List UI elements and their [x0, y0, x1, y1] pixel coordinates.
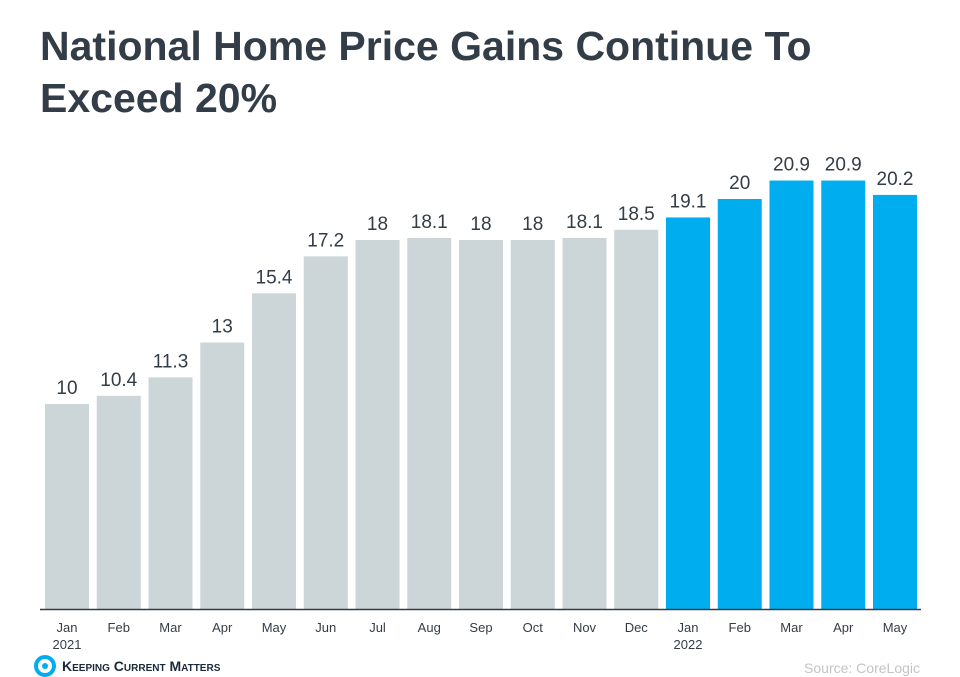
data-label: 18: [470, 214, 491, 235]
data-label: 11.3: [153, 351, 189, 372]
x-tick-label: Nov: [573, 620, 597, 635]
brand-logo: Keeping Current Matters: [34, 655, 220, 677]
bar: [666, 217, 710, 609]
bar: [303, 256, 348, 609]
data-label: 10.4: [100, 370, 137, 391]
data-label: 13: [212, 317, 233, 338]
bar: [96, 395, 141, 609]
bar: [562, 237, 607, 609]
bar: [148, 377, 193, 609]
data-label: 18.5: [618, 204, 655, 225]
x-tick-label: May: [883, 620, 908, 635]
data-label: 20.2: [877, 169, 914, 190]
chart-title: National Home Price Gains Continue To Ex…: [40, 23, 812, 121]
data-label: 19.1: [670, 191, 707, 212]
bar: [510, 240, 555, 609]
x-tick-label: Feb: [729, 620, 751, 635]
x-tick-label: Sep: [469, 620, 492, 635]
data-label: 18.1: [411, 212, 448, 233]
data-label: 20.9: [773, 155, 810, 176]
x-tick-label: May: [262, 620, 287, 635]
data-label: 18: [522, 214, 543, 235]
data-label: 18.1: [566, 212, 603, 233]
x-tick-label: Apr: [833, 620, 854, 635]
x-tick-label: Oct: [523, 620, 544, 635]
x-tick-label: 2021: [53, 637, 82, 652]
x-tick-label: Dec: [625, 620, 649, 635]
bar: [769, 180, 814, 610]
x-tick-label: Mar: [159, 620, 182, 635]
source-note: Source: CoreLogic: [804, 660, 920, 676]
data-label: 18: [367, 214, 388, 235]
x-tick-label: 2022: [674, 637, 703, 652]
x-tick-label: Jan: [57, 620, 78, 635]
bar: [407, 237, 452, 609]
x-tick-label: Jan: [678, 620, 699, 635]
bar: [252, 293, 296, 609]
x-tick-label: Feb: [108, 620, 130, 635]
bar: [614, 229, 659, 609]
x-tick-label: Mar: [780, 620, 803, 635]
bar: [200, 342, 245, 609]
bar: [717, 199, 762, 609]
logo-text: Keeping Current Matters: [62, 658, 221, 674]
x-tick-label: Jun: [315, 620, 336, 635]
data-label: 17.2: [307, 230, 344, 251]
x-tick-label: Aug: [418, 620, 441, 635]
x-tick-label: Jul: [369, 620, 386, 635]
bar: [821, 180, 866, 610]
data-label: 20.9: [825, 155, 862, 176]
bar: [873, 194, 917, 609]
bar: [355, 240, 400, 609]
bar: [45, 404, 89, 609]
bar: [459, 240, 503, 609]
data-label: 20: [729, 173, 750, 194]
data-label: 15.4: [256, 267, 293, 288]
x-tick-label: Apr: [212, 620, 233, 635]
swirl-logo-icon: [34, 655, 56, 677]
data-label: 10: [56, 378, 77, 399]
